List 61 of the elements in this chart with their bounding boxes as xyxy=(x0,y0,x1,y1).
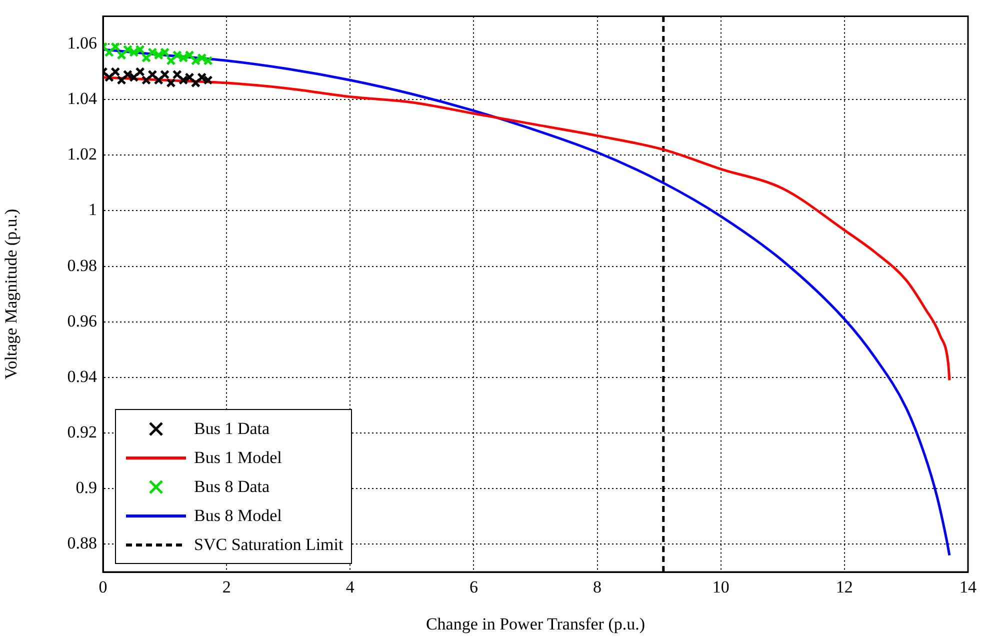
point xyxy=(166,78,176,88)
y-tick-label: 1.02 xyxy=(67,144,97,164)
point xyxy=(129,72,139,82)
legend-label: Bus 1 Data xyxy=(194,418,270,438)
point xyxy=(104,48,114,58)
point xyxy=(172,70,182,80)
y-axis-title: Voltage Magnitude (p.u.) xyxy=(2,208,21,380)
x-tick-label: 4 xyxy=(346,578,355,597)
point xyxy=(141,53,152,63)
y-tick-label: 1 xyxy=(88,200,97,220)
legend-label: SVC Saturation Limit xyxy=(194,534,344,554)
line-series xyxy=(103,76,951,382)
x-tick-label: 8 xyxy=(593,578,602,597)
point xyxy=(160,48,170,58)
legend-label: Bus 8 Model xyxy=(194,506,282,526)
y-tick-label: 0.98 xyxy=(67,256,97,275)
point xyxy=(172,50,182,60)
point xyxy=(203,75,213,85)
point xyxy=(148,48,158,58)
point xyxy=(116,50,126,60)
point xyxy=(184,72,194,82)
point xyxy=(190,56,200,66)
point xyxy=(135,66,145,77)
y-tick-label: 0.94 xyxy=(67,366,98,386)
x-tick-label: 2 xyxy=(222,578,231,597)
point xyxy=(116,75,126,85)
x-axis-title: Change in Power Transfer (p.u.) xyxy=(426,614,646,634)
point xyxy=(203,56,213,66)
point xyxy=(122,44,132,54)
y-tick-label: 1.04 xyxy=(67,89,98,108)
x-tick-label: 10 xyxy=(712,578,730,597)
legend-label: Bus 8 Data xyxy=(194,476,270,496)
point xyxy=(178,75,188,85)
y-tick-label: 0.96 xyxy=(67,311,97,330)
point xyxy=(190,78,200,88)
point xyxy=(197,53,207,63)
point xyxy=(166,56,176,66)
x-tick-label: 14 xyxy=(960,578,977,597)
point xyxy=(178,53,188,63)
point xyxy=(141,75,152,85)
legend-label: Bus 1 Model xyxy=(194,448,282,468)
point xyxy=(148,70,158,80)
point xyxy=(160,70,170,80)
point xyxy=(135,44,145,54)
point xyxy=(197,72,207,82)
point xyxy=(110,66,120,77)
point xyxy=(154,75,164,85)
point xyxy=(104,72,114,82)
x-tick-label: 0 xyxy=(98,578,108,597)
point xyxy=(184,50,194,60)
point xyxy=(110,42,120,52)
y-tick-label: 0.88 xyxy=(67,534,97,553)
y-tick-label: 1.06 xyxy=(67,33,97,52)
point xyxy=(122,70,132,80)
y-tick-label: 0.9 xyxy=(76,478,97,498)
x-tick-label: 12 xyxy=(836,578,853,597)
x-tick-label: 6 xyxy=(469,578,478,597)
point xyxy=(154,50,164,60)
line-series xyxy=(103,48,951,557)
y-tick-label: 0.92 xyxy=(67,422,97,442)
point xyxy=(129,48,139,58)
